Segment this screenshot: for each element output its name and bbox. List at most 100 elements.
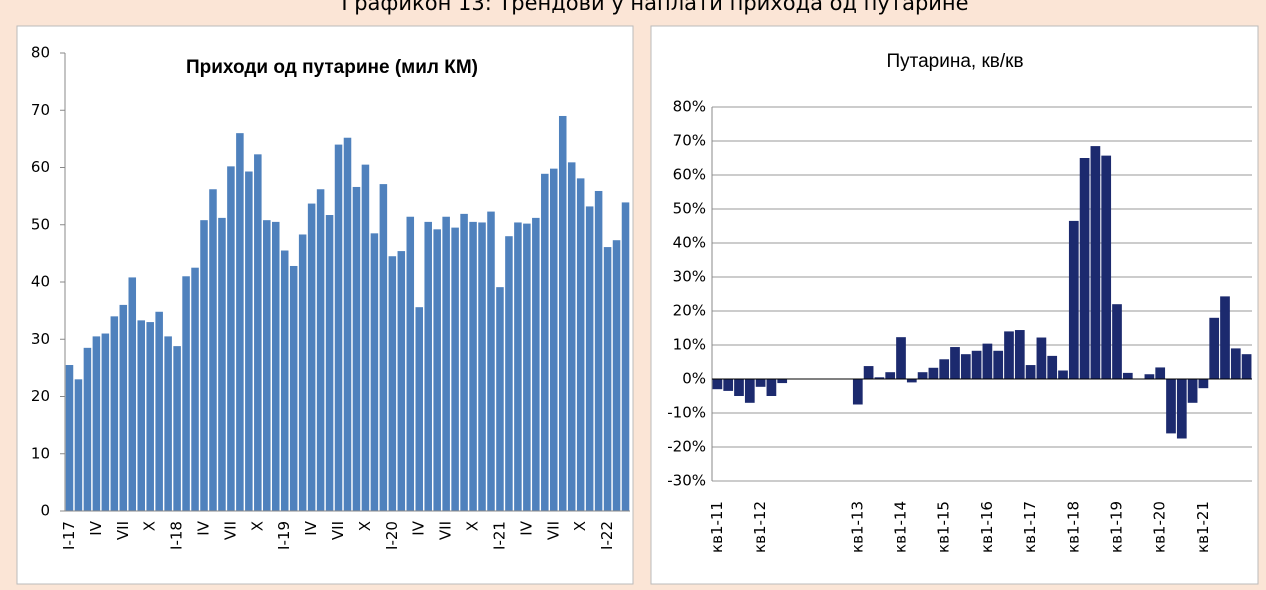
y-tick-label: 20% bbox=[673, 302, 706, 320]
x-tick-label: кв1-11 bbox=[708, 501, 726, 553]
bar bbox=[1209, 317, 1220, 379]
bar bbox=[83, 347, 92, 511]
bar bbox=[119, 304, 128, 511]
bar bbox=[469, 221, 477, 511]
bar bbox=[1198, 379, 1209, 389]
y-tick-label: 60% bbox=[673, 166, 706, 184]
bar bbox=[1079, 158, 1090, 379]
bar bbox=[307, 203, 316, 511]
bar bbox=[1176, 379, 1187, 439]
bar bbox=[993, 350, 1004, 379]
bar bbox=[1090, 146, 1101, 379]
y-tick-label: 40% bbox=[673, 234, 706, 252]
bar bbox=[101, 333, 110, 511]
bar bbox=[74, 379, 83, 511]
x-tick-label: кв1-20 bbox=[1151, 501, 1169, 553]
chart-title: Путарина, кв/кв bbox=[886, 51, 1023, 72]
bar bbox=[92, 336, 101, 511]
y-tick-label: 0% bbox=[682, 370, 706, 388]
chart-title: Приходи од путарине (мил КМ) bbox=[186, 57, 478, 78]
bar bbox=[852, 379, 863, 405]
y-tick-label: 70% bbox=[673, 132, 706, 150]
bar bbox=[1025, 365, 1036, 379]
bar bbox=[514, 222, 522, 511]
x-tick-label: кв1-13 bbox=[848, 501, 866, 553]
x-tick-label: X bbox=[248, 521, 266, 531]
bar bbox=[744, 379, 755, 403]
x-tick-label: кв1-19 bbox=[1108, 501, 1126, 553]
bar bbox=[254, 154, 262, 511]
bar bbox=[734, 379, 744, 396]
bar bbox=[939, 359, 950, 379]
bar bbox=[280, 250, 289, 511]
bar bbox=[1036, 337, 1047, 379]
x-tick-label: IV bbox=[517, 520, 535, 535]
bar bbox=[950, 347, 960, 379]
bar bbox=[612, 240, 621, 511]
bar bbox=[370, 233, 379, 511]
bar bbox=[1014, 330, 1025, 379]
x-tick-label: кв1-15 bbox=[935, 501, 953, 553]
x-tick-label: VII bbox=[329, 521, 347, 540]
y-tick-label: 70 bbox=[31, 101, 50, 119]
bar bbox=[766, 379, 777, 396]
bar bbox=[621, 202, 630, 512]
y-tick-label: 20 bbox=[31, 387, 50, 405]
y-tick-label: 0 bbox=[40, 502, 50, 520]
x-tick-label: кв1-12 bbox=[751, 501, 769, 553]
y-tick-label: -30% bbox=[667, 472, 706, 490]
bar bbox=[361, 164, 370, 511]
x-tick-label: IV bbox=[302, 520, 320, 535]
bar bbox=[1220, 296, 1230, 379]
bar bbox=[182, 276, 190, 511]
bar bbox=[1144, 374, 1155, 379]
bar bbox=[236, 133, 244, 511]
x-tick-label: кв1-14 bbox=[892, 501, 910, 553]
y-tick-label: 80% bbox=[673, 98, 706, 116]
bar bbox=[1187, 379, 1198, 403]
x-tick-label: VII bbox=[114, 521, 132, 540]
bar bbox=[137, 320, 145, 511]
bar bbox=[316, 189, 325, 511]
bar bbox=[532, 217, 540, 511]
bar bbox=[874, 377, 885, 379]
bar bbox=[1058, 370, 1068, 379]
bar bbox=[755, 379, 766, 387]
bar bbox=[777, 379, 788, 384]
bar bbox=[1101, 155, 1112, 379]
y-tick-label: -20% bbox=[667, 438, 706, 456]
bar bbox=[173, 346, 181, 511]
x-tick-label: кв1-17 bbox=[1021, 501, 1039, 553]
bar bbox=[388, 256, 397, 511]
bar bbox=[325, 215, 334, 511]
x-tick-label: IV bbox=[87, 520, 105, 535]
bar bbox=[65, 365, 74, 511]
bar bbox=[541, 173, 549, 512]
x-tick-label: I-22 bbox=[598, 521, 616, 550]
bar bbox=[603, 247, 612, 511]
bar bbox=[379, 184, 388, 512]
bar bbox=[146, 322, 154, 511]
bar bbox=[200, 220, 208, 512]
bar bbox=[209, 189, 217, 511]
y-tick-label: 50% bbox=[673, 200, 706, 218]
bar bbox=[550, 168, 558, 511]
bar bbox=[1230, 348, 1241, 379]
x-tick-label: X bbox=[464, 521, 482, 531]
bar bbox=[863, 366, 874, 379]
y-tick-label: -10% bbox=[667, 404, 706, 422]
x-tick-label: кв1-21 bbox=[1194, 501, 1212, 553]
bar bbox=[263, 220, 271, 512]
bar bbox=[594, 190, 603, 511]
bar bbox=[1166, 379, 1176, 434]
bar bbox=[1068, 220, 1079, 379]
bar bbox=[576, 178, 585, 511]
y-tick-label: 60 bbox=[31, 158, 50, 176]
bar bbox=[960, 354, 971, 379]
bar bbox=[128, 277, 137, 511]
bar bbox=[558, 115, 567, 511]
x-tick-label: X bbox=[356, 521, 374, 531]
x-tick-label: VII bbox=[221, 521, 239, 540]
bar bbox=[585, 206, 594, 511]
bar bbox=[433, 229, 441, 511]
